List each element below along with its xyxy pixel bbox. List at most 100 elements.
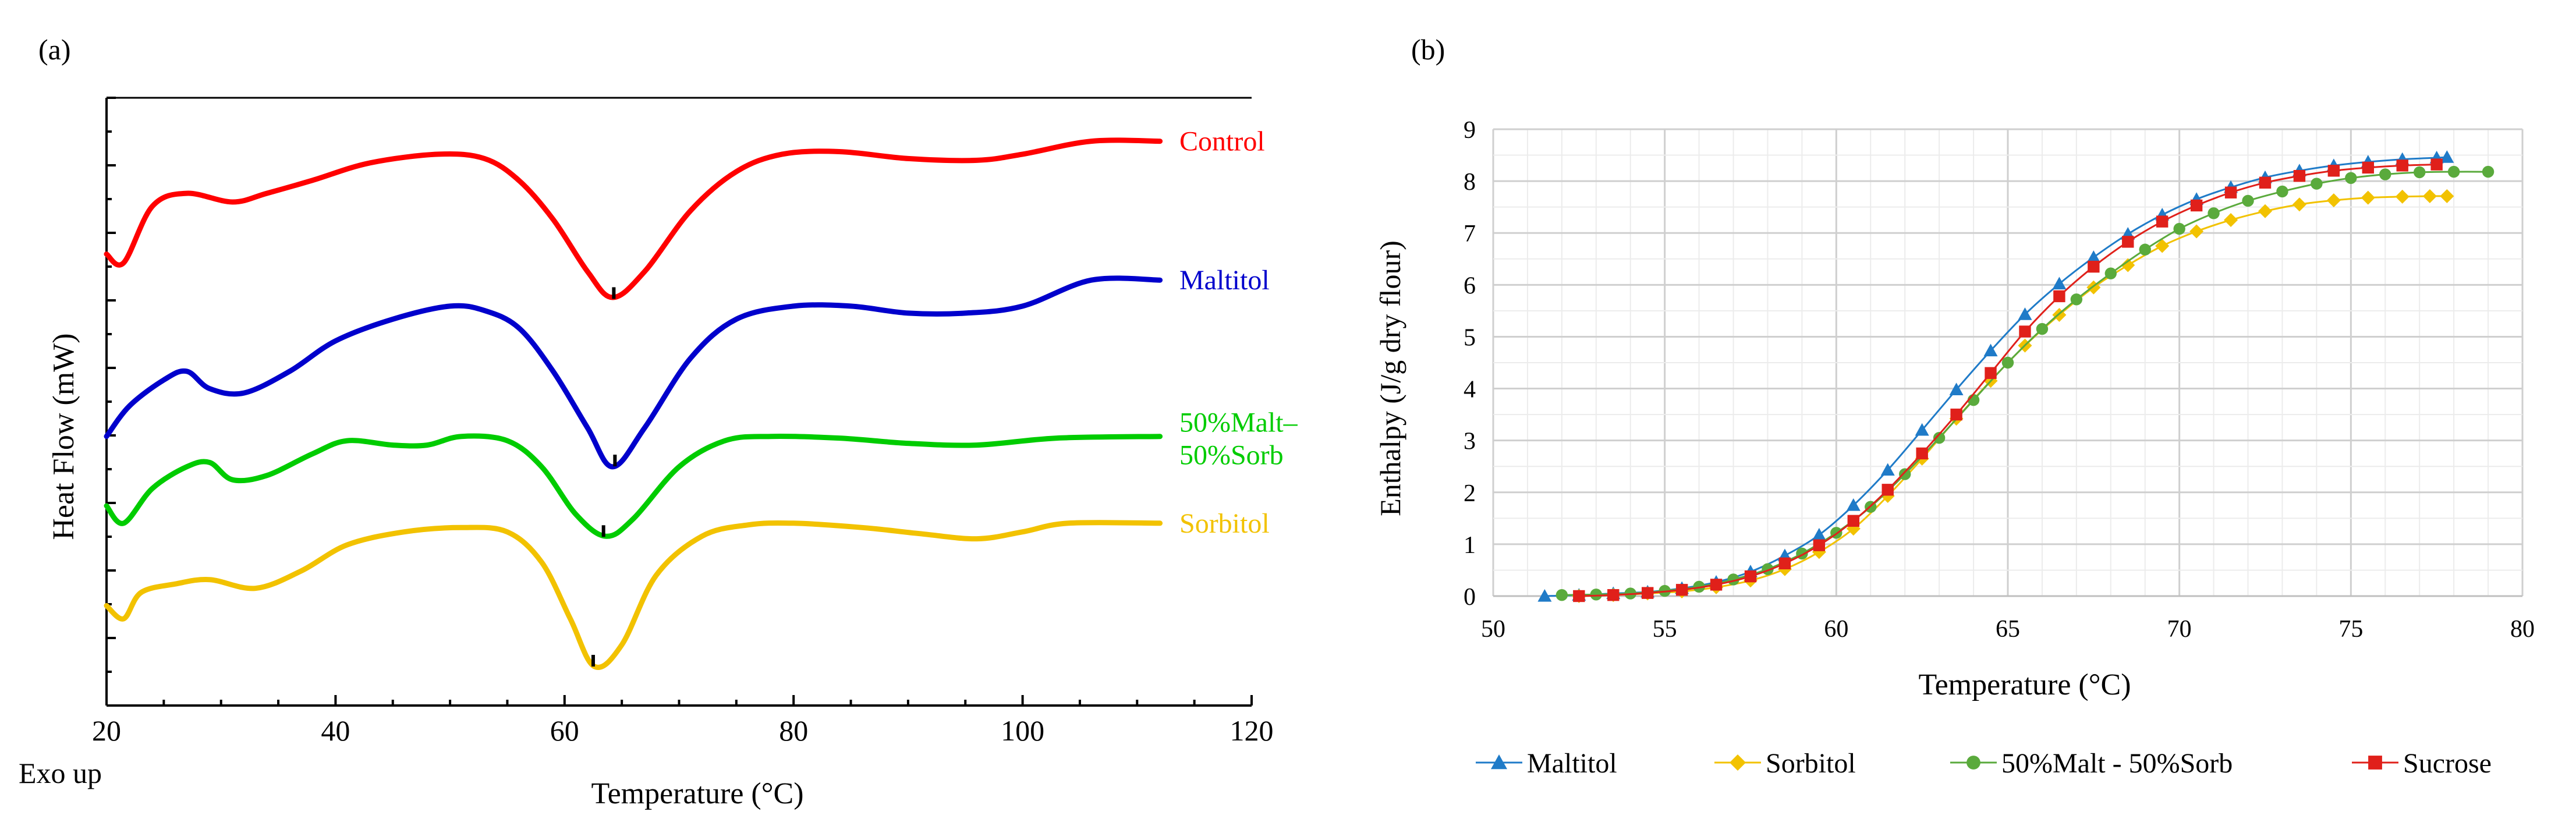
series-line-control <box>104 137 1163 300</box>
data-point-sucrose <box>2224 186 2237 198</box>
legend-label-sucrose: Sucrose <box>2403 748 2492 779</box>
data-point-sorbitol <box>2361 190 2375 205</box>
data-point-sorbitol <box>2292 197 2306 212</box>
panel-a-x-tick-label: 120 <box>1230 714 1274 747</box>
panel-b-y-tick-label: 3 <box>1464 428 1476 455</box>
panel-b-x-tick-label: 80 <box>2510 616 2535 643</box>
data-point-sucrose <box>1607 589 1620 601</box>
data-point-50-malt-50-sorb <box>2311 178 2323 190</box>
legend-marker-sorbitol <box>1730 754 1746 771</box>
panel-b-x-tick-label: 55 <box>1653 616 1677 643</box>
series-line-sucrose <box>1579 164 2437 597</box>
data-point-sucrose <box>2259 176 2272 189</box>
panel-b-x-tick-label: 50 <box>1481 616 1505 643</box>
data-point-50-malt-50-sorb <box>1555 589 1568 601</box>
data-point-sorbitol <box>2422 189 2437 203</box>
legend-marker-maltitol <box>1491 754 1507 770</box>
panel-b-y-tick-label: 6 <box>1464 272 1476 299</box>
panel-a-x-axis-title: Temperature (°C) <box>591 777 803 810</box>
data-point-50-malt-50-sorb <box>2139 243 2151 256</box>
panel-b-y-tick-label: 4 <box>1464 377 1476 403</box>
data-point-sucrose <box>1950 408 1962 421</box>
data-point-sucrose <box>2190 199 2203 212</box>
panel-a-line-labels: Control Maltitol 50%Malt– 50%Sorb Sorbitol <box>1179 126 1298 539</box>
line-label-4: Sorbitol <box>1179 508 1270 539</box>
data-point-50-malt-50-sorb <box>2001 356 2014 369</box>
line-label-3: 50%Malt– 50%Sorb <box>1179 407 1298 471</box>
data-point-50-malt-50-sorb <box>2379 168 2391 180</box>
line-label-1: Control <box>1179 126 1265 157</box>
line-label-2: Maltitol <box>1179 265 1270 296</box>
data-point-sucrose <box>2293 170 2306 182</box>
panel-a-x-tick-label: 20 <box>92 714 121 747</box>
data-point-sucrose <box>2362 161 2374 174</box>
panel-b-x-tick-label: 75 <box>2338 616 2363 643</box>
panel-b-y-tick-label: 5 <box>1464 324 1476 351</box>
data-point-sucrose <box>1881 484 1894 496</box>
data-point-maltitol <box>1915 423 1929 436</box>
panel-a-y-axis-title: Heat Flow (mW) <box>47 333 80 540</box>
data-point-maltitol <box>2086 250 2101 263</box>
data-point-sorbitol <box>2395 189 2410 204</box>
data-point-sucrose <box>1916 447 1928 460</box>
panel-b-legend: Maltitol Sorbitol 50%Malt - 50%Sorb Sucrose <box>1476 748 2492 779</box>
data-point-50-malt-50-sorb <box>2345 172 2357 184</box>
legend-label-50-malt-50-sorb: 50%Malt - 50%Sorb <box>2001 748 2233 779</box>
panel-b-x-tick-label: 60 <box>1824 616 1848 643</box>
line-label-part: 50%Sorb <box>1179 440 1284 471</box>
data-point-sucrose <box>2088 260 2100 273</box>
data-point-maltitol <box>2440 150 2454 163</box>
panel-a: (a) 20 40 60 80 100 120 Control Maltitol 50%Mal… <box>19 33 1298 810</box>
data-point-50-malt-50-sorb <box>2414 166 2426 179</box>
line-label-part: 50%Malt– <box>1179 407 1298 438</box>
data-point-sucrose <box>2156 215 2168 228</box>
panel-a-label: (a) <box>38 33 71 66</box>
panel-b-y-tick-label: 1 <box>1464 532 1476 559</box>
panel-b-y-tick-label: 7 <box>1464 221 1476 247</box>
data-point-sucrose <box>1813 539 1826 551</box>
data-point-50-malt-50-sorb <box>1899 468 1911 480</box>
data-point-sucrose <box>1642 587 1654 599</box>
data-point-maltitol <box>1949 382 1964 395</box>
panel-b-y-tick-label: 8 <box>1464 169 1476 196</box>
data-point-50-malt-50-sorb <box>1933 432 1946 444</box>
data-point-sorbitol <box>2224 212 2238 227</box>
panel-b-x-tick-label: 65 <box>1996 616 2020 643</box>
panel-b: (b) 50 55 60 65 70 75 80 0 1 2 3 4 5 6 7 8 9 Enthalpy (J… <box>1374 33 2535 779</box>
panel-b-x-tick-label: 70 <box>2167 616 2192 643</box>
legend-marker-50-malt-50-sorb <box>1966 756 1980 770</box>
panel-b-x-axis-title: Temperature (°C) <box>1918 668 2131 701</box>
panel-a-series <box>104 137 1163 670</box>
series-line-50-malt-50-sorb <box>104 433 1163 539</box>
data-point-maltitol <box>1880 463 1895 476</box>
panel-b-y-tick-label: 2 <box>1464 480 1476 507</box>
data-point-sucrose <box>2396 159 2408 172</box>
data-point-sucrose <box>2053 290 2065 303</box>
data-point-50-malt-50-sorb <box>2104 267 2117 279</box>
data-point-50-malt-50-sorb <box>2447 165 2460 178</box>
series-line-50-malt-50-sorb <box>1561 171 2489 596</box>
panel-b-ticks: 50 55 60 65 70 75 80 0 1 2 3 4 5 6 7 8 9 <box>1464 117 2535 643</box>
panel-a-x-tick-label: 40 <box>321 714 350 747</box>
legend-label-sorbitol: Sorbitol <box>1766 748 1856 779</box>
panel-b-y-axis-title: Enthalpy (J/g dry flour) <box>1374 240 1406 516</box>
exo-up-note: Exo up <box>19 757 102 789</box>
data-point-sucrose <box>1985 367 1997 380</box>
panel-b-y-tick-label: 0 <box>1464 584 1476 611</box>
data-point-sucrose <box>2430 158 2443 171</box>
legend-label-maltitol: Maltitol <box>1527 748 1617 779</box>
data-point-sucrose <box>1744 570 1757 583</box>
data-point-50-malt-50-sorb <box>2242 194 2254 207</box>
panel-a-ticks: 20 40 60 80 100 120 <box>92 97 1274 747</box>
series-line-maltitol <box>104 275 1163 470</box>
data-point-sucrose <box>2019 325 2031 338</box>
data-point-50-malt-50-sorb <box>2276 185 2288 198</box>
data-point-50-malt-50-sorb <box>2173 222 2185 235</box>
data-point-sucrose <box>2122 236 2134 248</box>
data-point-sucrose <box>1847 515 1859 527</box>
data-point-50-malt-50-sorb <box>2070 293 2083 306</box>
data-point-sucrose <box>1573 590 1585 602</box>
data-point-sorbitol <box>2189 224 2204 239</box>
data-point-sucrose <box>1710 579 1723 591</box>
panel-b-y-tick-label: 9 <box>1464 117 1476 144</box>
